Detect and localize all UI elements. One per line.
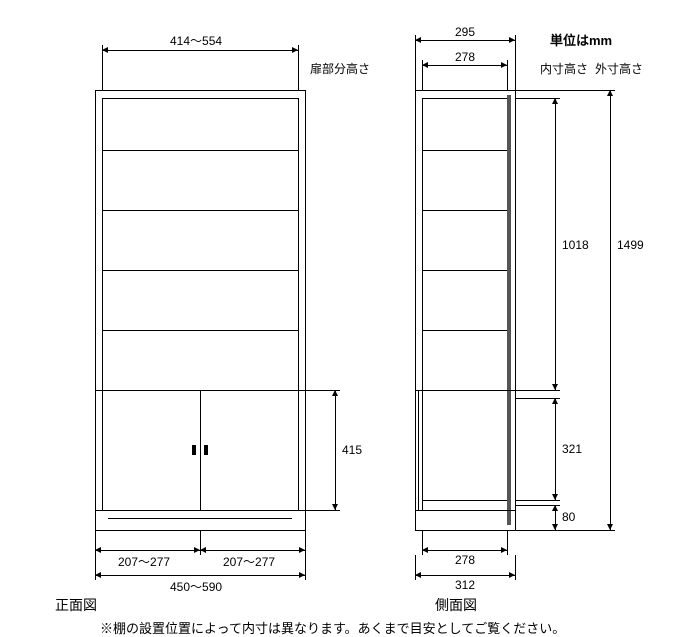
dim-line: [95, 575, 305, 576]
dim-ext: [507, 530, 508, 555]
side-inner-top: [422, 98, 507, 99]
arrow-icon: [332, 390, 338, 396]
shelf: [422, 270, 507, 271]
arrow-icon: [332, 504, 338, 510]
dim-line: [555, 98, 556, 390]
arrow-icon: [552, 384, 558, 390]
side-view-title: 側面図: [435, 595, 477, 615]
dim-line: [610, 90, 611, 530]
arrow-icon: [552, 524, 558, 530]
dim-line: [102, 50, 298, 51]
arrow-icon: [95, 547, 101, 553]
shelf: [102, 210, 298, 211]
dim-mid-height: 321: [562, 442, 582, 456]
arrow-icon: [200, 547, 206, 553]
arrow-icon: [501, 62, 507, 68]
footer-note: ※棚の設置位置によって内寸は異なります。あくまで目安としてご覧ください。: [100, 618, 565, 637]
dim-line: [422, 550, 507, 551]
door-top-side: [415, 390, 515, 391]
dim-ext: [515, 530, 615, 531]
door-front-edge: [418, 390, 419, 510]
dim-door-height: 415: [342, 443, 362, 457]
back-panel: [507, 95, 511, 525]
dim-base-height: 80: [562, 510, 575, 524]
arrow-icon: [299, 572, 305, 578]
side-right: [515, 90, 516, 530]
dim-side-bottom-outer: 312: [455, 578, 475, 592]
dim-ext: [305, 530, 306, 555]
side-left: [415, 90, 416, 530]
base-line: [95, 510, 305, 511]
front-view-title: 正面図: [55, 595, 97, 615]
shelf: [422, 330, 507, 331]
inner-height-label: 内寸高さ: [540, 60, 588, 77]
front-top: [95, 90, 305, 91]
outer-height-label: 外寸高さ: [595, 60, 643, 77]
dim-line: [422, 65, 507, 66]
dim-inner-height: 1018: [562, 238, 589, 252]
dim-front-bottom-width: 450～590: [170, 578, 222, 595]
arrow-icon: [501, 547, 507, 553]
knob-left: [192, 445, 196, 455]
dim-line: [415, 575, 515, 576]
arrow-icon: [607, 90, 613, 96]
dim-ext: [415, 35, 416, 90]
arrow-icon: [607, 524, 613, 530]
dim-ext: [515, 500, 560, 501]
unit-label: 単位はmm: [550, 30, 612, 49]
arrow-icon: [299, 547, 305, 553]
arrow-icon: [422, 547, 428, 553]
side-top: [415, 90, 515, 91]
front-right: [305, 90, 306, 530]
arrow-icon: [415, 37, 421, 43]
dim-front-top-width: 414～554: [170, 32, 222, 49]
door-split: [200, 390, 201, 510]
arrow-icon: [509, 572, 515, 578]
dim-ext: [515, 90, 615, 91]
dim-outer-height: 1499: [617, 238, 644, 252]
arrow-icon: [292, 47, 298, 53]
shelf: [102, 330, 298, 331]
arrow-icon: [102, 47, 108, 53]
side-inner-left: [422, 98, 423, 510]
shelf: [422, 500, 507, 501]
arrow-icon: [415, 572, 421, 578]
front-inner-right: [298, 98, 299, 510]
dim-side-top-outer: 295: [455, 25, 475, 39]
side-bottom: [415, 530, 515, 531]
base-inset: [108, 518, 292, 519]
base-line: [415, 510, 515, 511]
dim-side-top-inner: 278: [455, 50, 475, 64]
door-height-label: 扉部分高さ: [310, 60, 370, 77]
dim-line: [415, 40, 515, 41]
dim-ext: [515, 35, 516, 90]
dim-ext: [305, 555, 306, 580]
knob-right: [204, 445, 208, 455]
arrow-icon: [552, 505, 558, 511]
front-left: [95, 90, 96, 530]
dim-ext: [515, 555, 516, 580]
arrow-icon: [552, 98, 558, 104]
dim-door-width-left: 207～277: [118, 553, 170, 570]
arrow-icon: [422, 62, 428, 68]
arrow-icon: [95, 572, 101, 578]
dim-door-width-right: 207～277: [223, 553, 275, 570]
shelf: [422, 150, 507, 151]
dim-ext: [515, 390, 560, 391]
dim-side-bottom-inner: 278: [455, 553, 475, 567]
dim-line: [555, 398, 556, 500]
arrow-icon: [509, 37, 515, 43]
dim-ext: [298, 45, 299, 90]
shelf: [102, 270, 298, 271]
dim-line: [335, 390, 336, 510]
front-inner-left: [102, 98, 103, 510]
shelf: [102, 150, 298, 151]
dim-ext: [305, 510, 340, 511]
dim-ext: [507, 60, 508, 90]
shelf: [422, 210, 507, 211]
front-inner-top: [102, 98, 298, 99]
arrow-icon: [552, 398, 558, 404]
arrow-icon: [552, 494, 558, 500]
